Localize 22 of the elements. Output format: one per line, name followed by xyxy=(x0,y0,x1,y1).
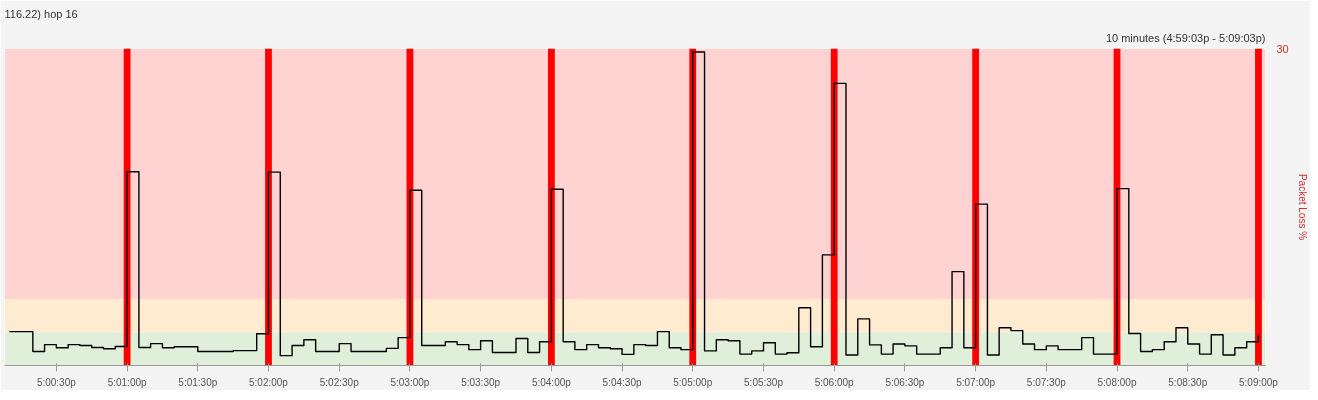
x-tick-label: 5:08:00p xyxy=(1097,376,1137,388)
x-tick-label: 5:07:00p xyxy=(956,376,996,388)
y2-axis-title: Packet Loss % xyxy=(1296,173,1308,241)
text: 30 xyxy=(1276,42,1289,55)
x-tick-label: 5:02:00p xyxy=(249,376,289,388)
x-tick-label: 5:04:00p xyxy=(531,376,572,388)
chart-title: 116.22) hop 16 xyxy=(4,7,78,20)
x-tick-label: 5:06:30p xyxy=(885,376,925,388)
x-tick-label: 5:06:00p xyxy=(814,376,855,388)
x-tick-label: 5:02:30p xyxy=(319,376,360,388)
x-tick-label: 5:04:30p xyxy=(602,376,642,388)
x-tick-label: 5:01:00p xyxy=(107,376,148,388)
x-tick-label: 5:07:30p xyxy=(1026,376,1067,388)
x-tick-label: 5:01:30p xyxy=(178,376,218,388)
x-tick-label: 5:05:30p xyxy=(744,376,784,388)
x-tick-label: 5:05:00p xyxy=(673,376,713,388)
x-tick-label: 5:00:30p xyxy=(36,376,77,388)
x-tick-label: 5:08:30p xyxy=(1168,376,1208,388)
text: 10 minutes (4:59:03p - 5:09:03p) xyxy=(1105,31,1266,44)
x-tick-label: 5:03:00p xyxy=(390,376,430,388)
x-tick-label: 5:03:30p xyxy=(461,376,501,388)
x-tick-label: 5:09:00p xyxy=(1238,376,1279,388)
